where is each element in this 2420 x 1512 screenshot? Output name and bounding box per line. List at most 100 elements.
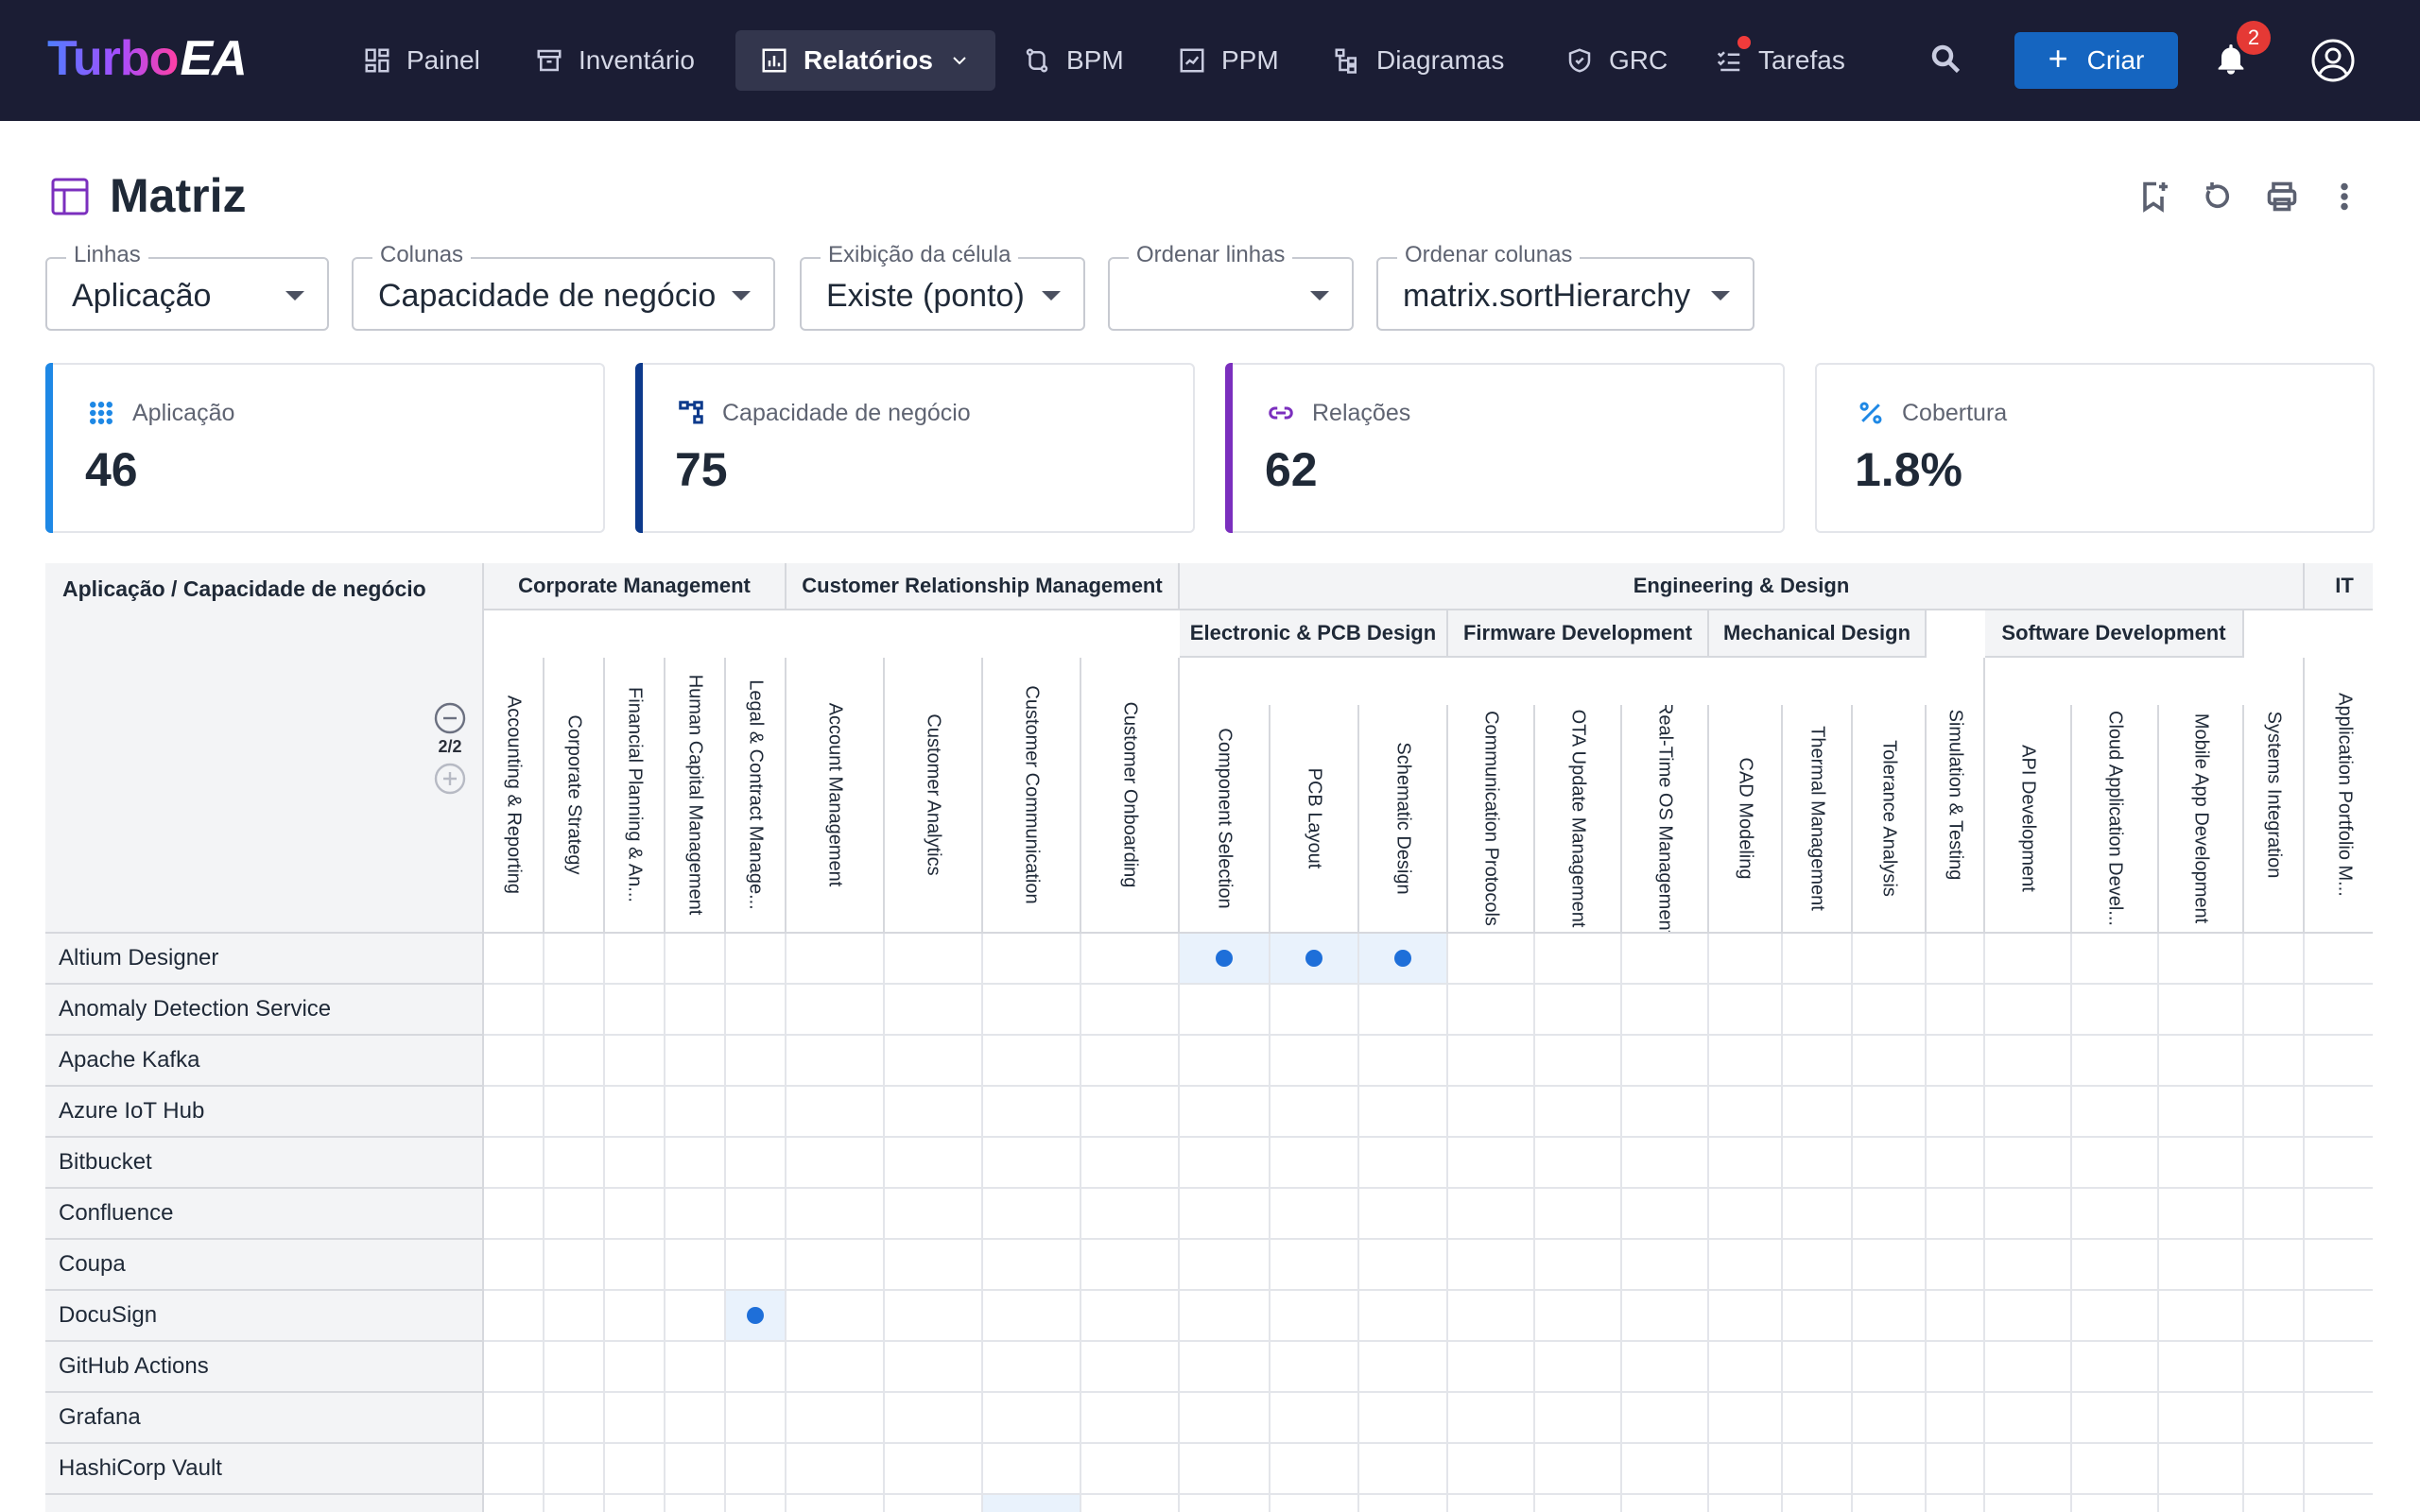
row-header[interactable]: DocuSign	[45, 1291, 484, 1342]
nav-inventario[interactable]: Inventário	[535, 30, 695, 91]
matrix-cell[interactable]	[2072, 1291, 2159, 1342]
matrix-cell[interactable]	[1359, 1240, 1448, 1291]
matrix-cell[interactable]	[1985, 1444, 2072, 1495]
matrix-cell[interactable]	[2159, 1138, 2244, 1189]
matrix-cell[interactable]	[885, 1138, 983, 1189]
matrix-cell[interactable]	[983, 1393, 1081, 1444]
rows-select[interactable]: Linhas Aplicação	[45, 242, 329, 331]
matrix-cell[interactable]	[2305, 1342, 2373, 1393]
matrix-cell[interactable]	[605, 1036, 666, 1087]
matrix-cell[interactable]	[1709, 1495, 1783, 1512]
matrix-cell[interactable]	[885, 985, 983, 1036]
matrix-cell[interactable]	[2244, 1087, 2305, 1138]
matrix-cell[interactable]	[2072, 1342, 2159, 1393]
matrix-cell[interactable]	[1783, 1189, 1853, 1240]
more-options-button[interactable]	[2327, 180, 2361, 214]
matrix-cell[interactable]	[2244, 1036, 2305, 1087]
matrix-cell[interactable]	[2305, 1495, 2373, 1512]
matrix-cell[interactable]	[1448, 985, 1535, 1036]
matrix-cell[interactable]	[1783, 1291, 1853, 1342]
matrix-cell[interactable]	[666, 1393, 726, 1444]
matrix-cell[interactable]	[726, 1444, 786, 1495]
expand-level-button[interactable]	[433, 762, 467, 796]
matrix-cell[interactable]	[666, 1240, 726, 1291]
matrix-cell[interactable]	[2159, 1036, 2244, 1087]
matrix-cell[interactable]	[726, 1393, 786, 1444]
matrix-cell[interactable]	[1927, 1444, 1985, 1495]
matrix-cell[interactable]	[2305, 1087, 2373, 1138]
matrix-cell[interactable]	[1985, 1087, 2072, 1138]
matrix-cell[interactable]	[544, 934, 605, 985]
matrix-cell[interactable]	[605, 1393, 666, 1444]
column-header[interactable]: Communication Protocols	[1448, 705, 1535, 934]
search-button[interactable]	[1928, 42, 1966, 79]
matrix-cell[interactable]	[1985, 1393, 2072, 1444]
matrix-cell[interactable]	[2244, 1342, 2305, 1393]
matrix-cell[interactable]	[1535, 1342, 1622, 1393]
matrix-cell[interactable]	[605, 1240, 666, 1291]
matrix-cell[interactable]	[1927, 1393, 1985, 1444]
reset-button[interactable]	[2201, 180, 2235, 214]
column-header[interactable]: Thermal Management	[1783, 705, 1853, 934]
matrix-cell[interactable]	[885, 1444, 983, 1495]
nav-bpm[interactable]: BPM	[1023, 30, 1124, 91]
matrix-cell[interactable]	[1359, 1495, 1448, 1512]
matrix-cell[interactable]	[484, 1342, 544, 1393]
matrix-cell[interactable]	[1985, 1138, 2072, 1189]
matrix-cell[interactable]	[1180, 1189, 1270, 1240]
matrix-cell[interactable]	[1853, 1240, 1927, 1291]
matrix-cell[interactable]	[1709, 934, 1783, 985]
matrix-cell[interactable]	[1448, 1189, 1535, 1240]
matrix-cell[interactable]	[1783, 1138, 1853, 1189]
matrix-cell[interactable]	[484, 1495, 544, 1512]
matrix-cell[interactable]	[666, 1189, 726, 1240]
column-header[interactable]: Simulation & Testing	[1927, 658, 1985, 934]
print-button[interactable]	[2265, 180, 2299, 214]
column-header[interactable]: Component Selection	[1180, 705, 1270, 934]
matrix-cell[interactable]	[484, 1138, 544, 1189]
matrix-cell[interactable]	[1359, 1342, 1448, 1393]
matrix-cell[interactable]	[484, 1240, 544, 1291]
matrix-cell[interactable]	[1535, 1444, 1622, 1495]
matrix-cell[interactable]	[2244, 1189, 2305, 1240]
matrix-cell[interactable]	[544, 1444, 605, 1495]
matrix-cell[interactable]	[1359, 1291, 1448, 1342]
matrix-cell[interactable]	[983, 1495, 1081, 1512]
matrix-cell[interactable]	[1927, 1087, 1985, 1138]
matrix-cell[interactable]	[1180, 1495, 1270, 1512]
matrix-cell[interactable]	[2244, 1444, 2305, 1495]
matrix-cell[interactable]	[885, 1291, 983, 1342]
matrix-cell[interactable]	[1448, 1291, 1535, 1342]
matrix-cell[interactable]	[1270, 1138, 1359, 1189]
matrix-cell[interactable]	[484, 934, 544, 985]
collapse-level-button[interactable]	[433, 701, 467, 735]
matrix-cell[interactable]	[544, 1240, 605, 1291]
matrix-cell[interactable]	[1081, 1087, 1180, 1138]
matrix-cell[interactable]	[1622, 1138, 1709, 1189]
matrix-cell[interactable]	[605, 1087, 666, 1138]
matrix-cell[interactable]	[1081, 1138, 1180, 1189]
matrix-cell[interactable]	[1535, 1036, 1622, 1087]
matrix-cell[interactable]	[1853, 1291, 1927, 1342]
matrix-cell[interactable]	[1709, 1240, 1783, 1291]
matrix-cell[interactable]	[786, 1495, 885, 1512]
matrix-cell[interactable]	[2244, 934, 2305, 985]
matrix-cell[interactable]	[1081, 985, 1180, 1036]
matrix-cell[interactable]	[1180, 1393, 1270, 1444]
matrix-cell[interactable]	[2072, 1087, 2159, 1138]
matrix-cell[interactable]	[786, 934, 885, 985]
matrix-cell[interactable]	[983, 985, 1081, 1036]
matrix-cell[interactable]	[726, 1036, 786, 1087]
matrix-cell[interactable]	[1853, 1087, 1927, 1138]
matrix-cell[interactable]	[1270, 1291, 1359, 1342]
matrix-cell[interactable]	[1783, 985, 1853, 1036]
matrix-cell[interactable]	[666, 1444, 726, 1495]
matrix-cell[interactable]	[666, 1036, 726, 1087]
nav-relatorios[interactable]: Relatórios	[735, 30, 995, 91]
matrix-cell[interactable]	[605, 934, 666, 985]
matrix-cell[interactable]	[2305, 1393, 2373, 1444]
matrix-cell[interactable]	[983, 1087, 1081, 1138]
matrix-cell[interactable]	[1783, 1240, 1853, 1291]
matrix-cell[interactable]	[1081, 1291, 1180, 1342]
user-account-button[interactable]	[2310, 38, 2356, 83]
